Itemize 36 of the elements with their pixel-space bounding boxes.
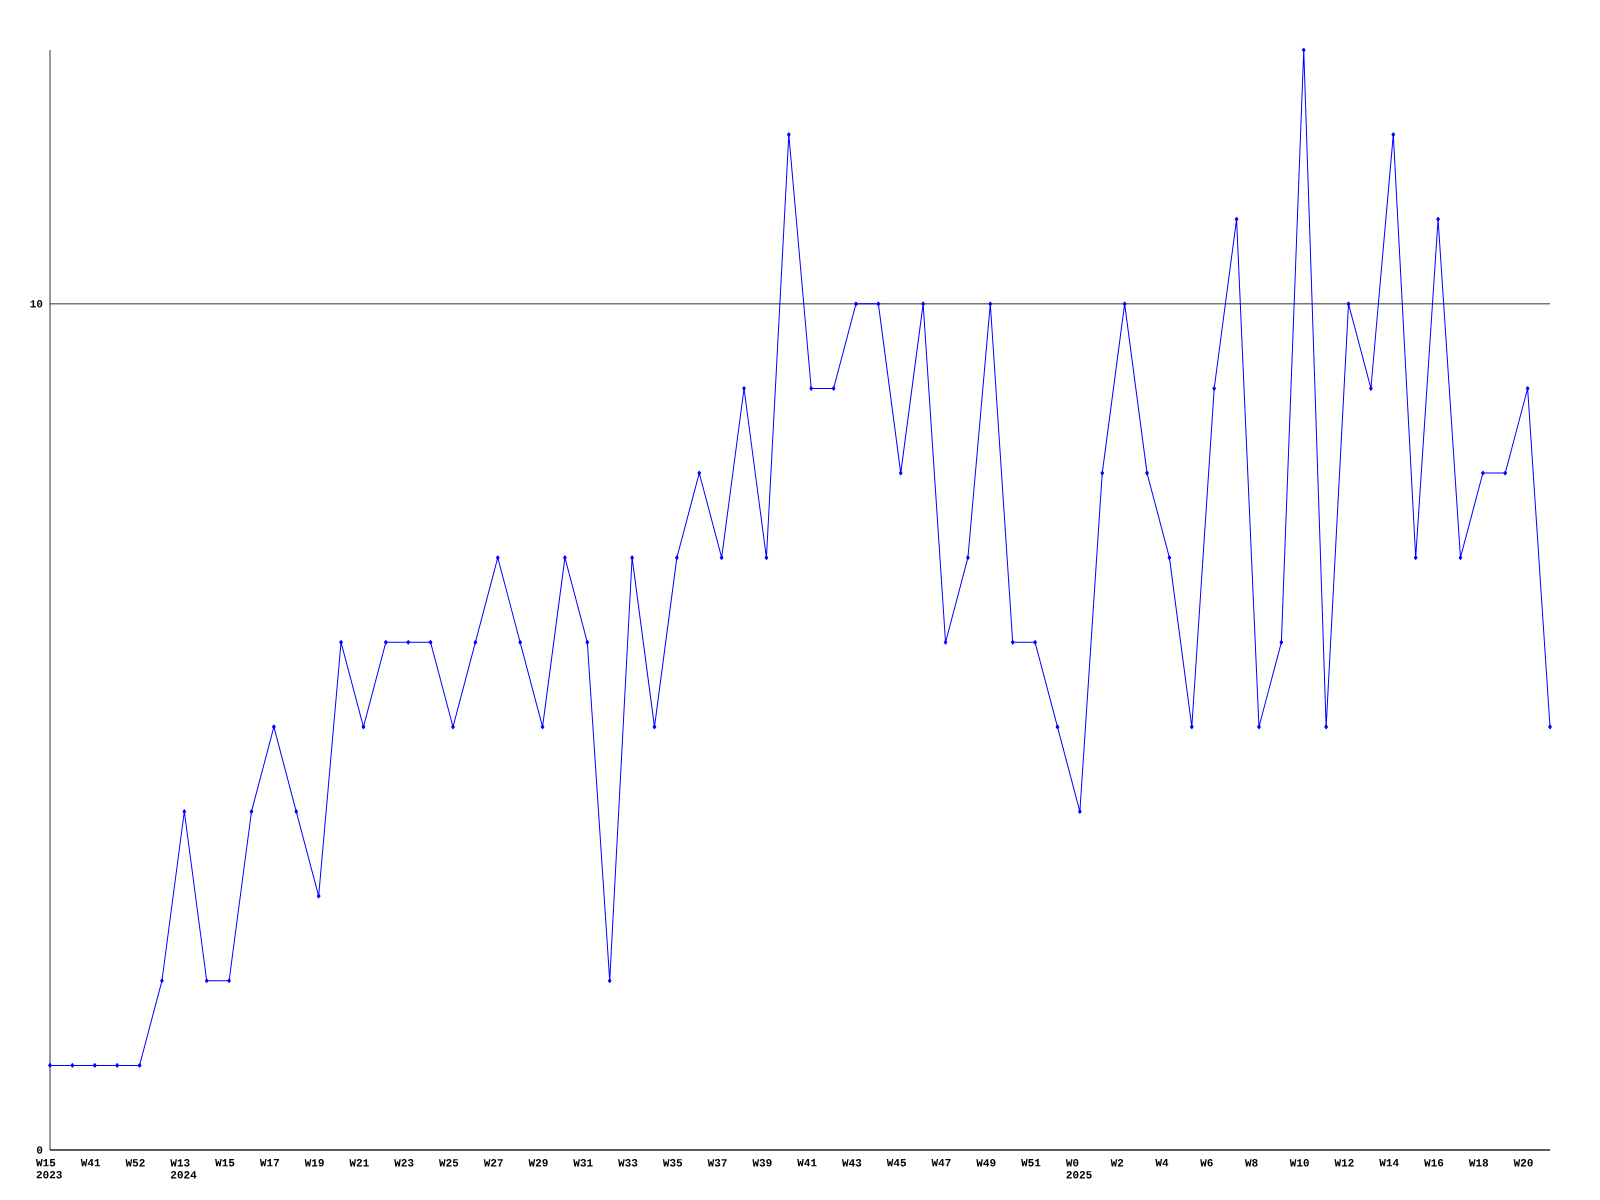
- x-tick-label: W23: [394, 1159, 414, 1167]
- x-tick-label: W6: [1200, 1159, 1213, 1167]
- x-tick-label: W52: [125, 1159, 145, 1167]
- x-tick-label: W19: [304, 1159, 324, 1167]
- x-tick-label: W4: [1155, 1159, 1169, 1167]
- x-tick-label: W41: [797, 1159, 817, 1167]
- x-tick-label: W8: [1244, 1159, 1258, 1167]
- x-tick-label: W27: [483, 1159, 503, 1167]
- x-tick-label: W0 2025: [1065, 1159, 1092, 1179]
- x-tick-label: W17: [259, 1159, 279, 1167]
- x-tick-label: W18: [1468, 1159, 1489, 1167]
- y-tick-label: 0: [36, 1146, 43, 1154]
- x-tick-label: W33: [618, 1159, 638, 1167]
- x-tick-label: W25: [438, 1159, 459, 1167]
- x-tick-label: W51: [1021, 1159, 1041, 1167]
- x-tick-label: W14: [1379, 1159, 1399, 1167]
- x-tick-label: W15 2023: [36, 1159, 62, 1179]
- x-tick-label: W10: [1289, 1159, 1309, 1167]
- x-tick-label: W47: [931, 1159, 951, 1167]
- x-tick-label: W37: [707, 1159, 727, 1167]
- x-tick-label: W49: [976, 1159, 996, 1167]
- x-tick-label: W43: [841, 1159, 862, 1167]
- x-tick-label: W35: [662, 1159, 683, 1167]
- x-tick-label: W16: [1424, 1159, 1444, 1167]
- y-tick-label: 10: [30, 300, 43, 308]
- x-tick-label: W2: [1110, 1159, 1124, 1167]
- x-tick-label: W21: [349, 1159, 369, 1167]
- x-tick-label: W20: [1513, 1159, 1533, 1167]
- x-tick-label: W13 2024: [170, 1159, 197, 1179]
- x-tick-label: W15: [215, 1159, 235, 1167]
- x-tick-label: W31: [573, 1159, 593, 1167]
- x-tick-label: W12: [1334, 1159, 1354, 1167]
- x-tick-label: W39: [752, 1159, 772, 1167]
- x-tick-label: W29: [528, 1159, 548, 1167]
- x-tick-label: W45: [886, 1159, 906, 1167]
- x-tick-label: W41: [80, 1159, 101, 1167]
